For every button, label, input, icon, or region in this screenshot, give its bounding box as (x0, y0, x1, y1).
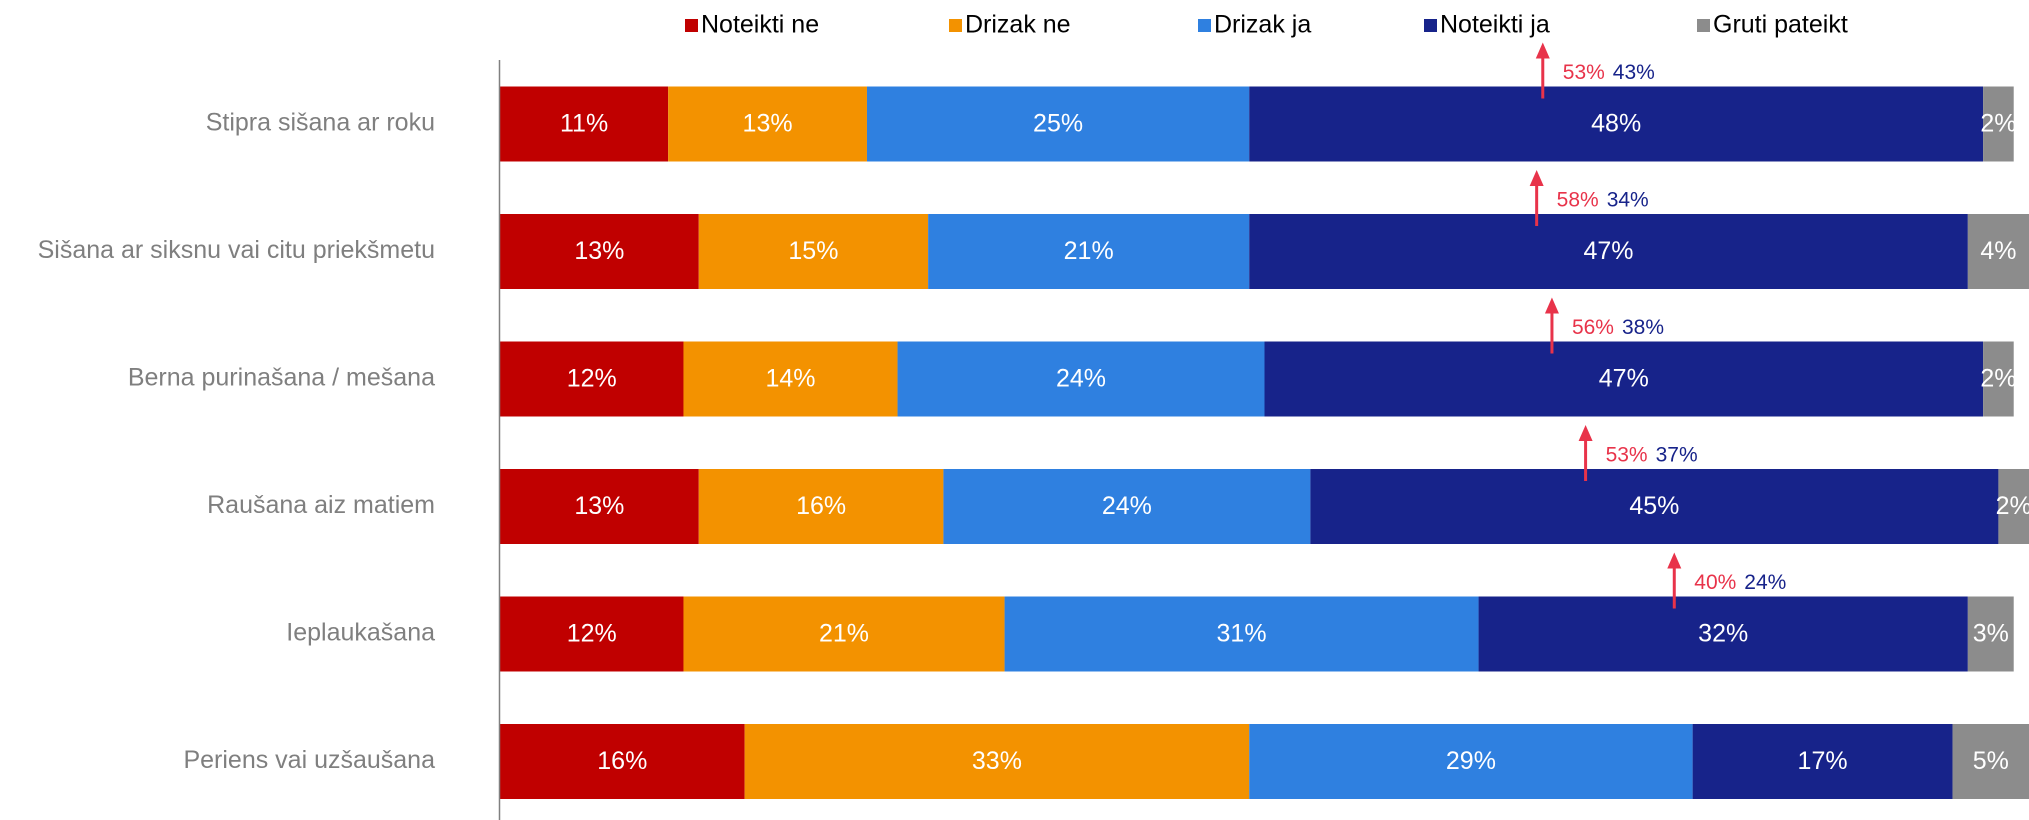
value-label: 17% (1798, 747, 1848, 775)
value-label: 32% (1698, 620, 1748, 648)
bar-segment (1692, 724, 1953, 799)
bar-segment (500, 596, 684, 672)
value-label: 24% (1102, 492, 1152, 520)
bar-segment (1249, 724, 1693, 799)
value-label: 16% (796, 492, 846, 520)
annotation-arrowhead (1535, 42, 1550, 59)
value-label: 13% (574, 492, 624, 520)
annotation-label: 56% (1572, 316, 1614, 339)
bar-segment (744, 724, 1250, 799)
legend-swatch (1424, 19, 1437, 32)
bar-segment (500, 341, 684, 417)
legend-label: Noteikti ja (1440, 11, 1550, 39)
value-label: 2% (1996, 492, 2029, 520)
bar-segment (897, 341, 1265, 417)
category-label: Sišana ar siksnu vai citu priekšmetu (38, 236, 435, 264)
bar-segment (1967, 596, 2014, 672)
annotation-label: 38% (1622, 316, 1664, 339)
value-label: 25% (1033, 110, 1083, 138)
legend-swatch (1697, 19, 1710, 32)
annotation-label: 43% (1613, 61, 1655, 84)
bar-segment (1264, 341, 1984, 417)
bar-segment (683, 341, 898, 417)
value-label: 21% (819, 620, 869, 648)
bar-segment (500, 724, 745, 799)
legend-swatch (949, 19, 962, 32)
legend-label: Gruti pateikt (1713, 11, 1848, 39)
legend-label: Noteikti ne (701, 11, 819, 39)
category-label: Ieplaukašana (286, 619, 435, 647)
value-label: 12% (567, 620, 617, 648)
bar-segment (500, 469, 699, 544)
category-label: Raušana aiz matiem (207, 491, 435, 519)
value-label: 11% (560, 110, 608, 138)
bar-segment (1478, 596, 1968, 672)
annotation-label: 37% (1656, 444, 1698, 467)
bar-segment (668, 86, 867, 162)
bar-segment (1998, 469, 2029, 544)
value-label: 12% (567, 365, 617, 393)
value-label: 3% (1973, 620, 2009, 648)
legend-swatch (1198, 19, 1211, 32)
bar-segment (683, 596, 1005, 672)
legend-swatch (685, 19, 698, 32)
annotation-arrowhead (1544, 297, 1559, 314)
bar-segment (1983, 341, 2014, 417)
value-label: 47% (1599, 365, 1649, 393)
value-label: 21% (1064, 237, 1114, 265)
bar-segment (1952, 724, 2029, 799)
value-label: 31% (1217, 620, 1267, 648)
value-label: 4% (1980, 237, 2016, 265)
bar-segment (943, 469, 1311, 544)
bar-segment (1967, 214, 2029, 289)
value-label: 5% (1973, 747, 2009, 775)
bar-segment (500, 214, 699, 289)
value-label: 45% (1629, 492, 1679, 520)
category-label: Berna purinašana / mešana (128, 364, 435, 392)
bar-segment (500, 86, 669, 162)
value-label: 2% (1980, 110, 2016, 138)
legend-label: Drizak ne (965, 11, 1071, 39)
annotation-label: 34% (1607, 189, 1649, 212)
value-label: 48% (1591, 110, 1641, 138)
value-label: 2% (1980, 365, 2016, 393)
value-label: 33% (972, 747, 1022, 775)
bar-segment (1983, 86, 2014, 162)
annotation-label: 53% (1606, 444, 1648, 467)
legend-label: Drizak ja (1214, 11, 1311, 39)
value-label: 13% (743, 110, 793, 138)
bar-segment (698, 214, 929, 289)
bar-segment (928, 214, 1250, 289)
bar-segment (1004, 596, 1479, 672)
annotation-label: 53% (1563, 61, 1605, 84)
value-label: 13% (574, 237, 624, 265)
value-label: 16% (597, 747, 647, 775)
bar-segment (1310, 469, 1999, 544)
value-label: 24% (1056, 365, 1106, 393)
value-label: 29% (1446, 747, 1496, 775)
value-label: 15% (788, 237, 838, 265)
category-label: Stipra sišana ar roku (206, 109, 435, 137)
bar-segment (866, 86, 1250, 162)
value-label: 47% (1584, 237, 1634, 265)
value-label: 14% (765, 365, 815, 393)
bar-segment (698, 469, 944, 544)
annotation-arrowhead (1667, 552, 1682, 569)
annotation-label: 40% (1694, 571, 1736, 594)
bar-segment (1249, 86, 1984, 162)
category-label: Periens vai uzšaušana (183, 746, 435, 774)
annotation-label: 24% (1744, 571, 1786, 594)
annotation-arrowhead (1578, 425, 1593, 441)
bar-segment (1249, 214, 1968, 289)
annotation-arrowhead (1529, 170, 1544, 186)
annotation-label: 58% (1557, 189, 1599, 212)
